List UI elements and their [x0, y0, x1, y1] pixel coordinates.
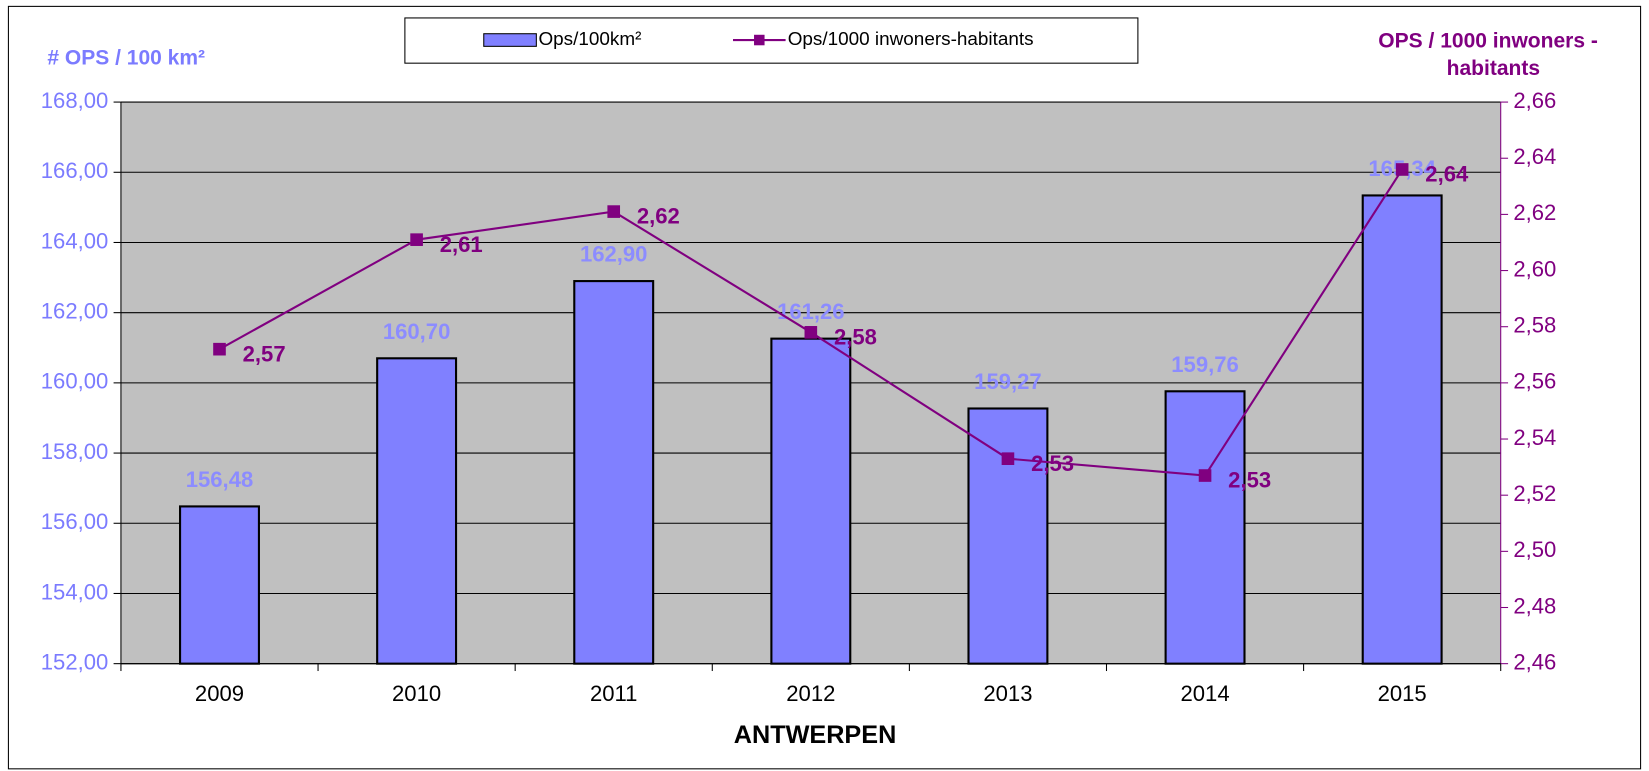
legend-label: Ops/100km²: [538, 29, 641, 50]
legend-marker: [754, 34, 765, 46]
x-axis-title: ANTWERPEN: [734, 721, 897, 749]
x-tick-label: 2010: [392, 681, 441, 706]
bar-value-label: 159,76: [1171, 352, 1239, 377]
line-value-label: 2,57: [243, 341, 286, 366]
bar-value-label: 159,27: [974, 369, 1042, 394]
y2-axis-title: habitants: [1447, 57, 1540, 80]
y2-tick-label: 2,64: [1513, 144, 1556, 169]
y2-tick-label: 2,50: [1513, 537, 1556, 562]
x-tick-label: 2014: [1180, 681, 1229, 706]
y2-tick-label: 2,48: [1513, 593, 1556, 618]
line-value-label: 2,62: [637, 204, 680, 229]
y-tick-label: 166,00: [41, 158, 109, 183]
y-tick-label: 160,00: [41, 369, 109, 394]
y2-tick-label: 2,62: [1513, 200, 1556, 225]
y-tick-label: 162,00: [41, 299, 109, 324]
legend-swatch: [483, 33, 537, 47]
bar-value-label: 156,48: [186, 467, 254, 492]
y2-axis-title: OPS / 1000 inwoners -: [1378, 30, 1598, 53]
bar-value-label: 161,26: [777, 299, 845, 324]
y-tick-label: 156,00: [41, 509, 109, 534]
line-marker: [607, 205, 621, 218]
bar: [179, 505, 260, 665]
line-marker: [804, 326, 818, 339]
line-marker: [213, 342, 226, 356]
y2-tick-label: 2,60: [1513, 256, 1556, 281]
y-tick-label: 154,00: [41, 579, 109, 604]
y2-tick-label: 2,52: [1513, 481, 1556, 506]
line-marker: [1395, 163, 1409, 176]
x-tick-label: 2013: [983, 681, 1032, 706]
bar: [967, 407, 1049, 665]
bar: [573, 280, 655, 665]
x-tick-label: 2009: [195, 681, 244, 706]
bar-value-label: 162,90: [580, 242, 648, 267]
y2-tick-label: 2,46: [1513, 649, 1556, 674]
x-tick-label: 2011: [590, 681, 637, 706]
y-axis-title: # OPS / 100 km²: [47, 47, 205, 70]
line-marker: [1198, 469, 1212, 482]
line-value-label: 2,53: [1228, 468, 1271, 493]
x-tick-label: 2015: [1378, 681, 1427, 706]
bar-value-label: 160,70: [383, 319, 451, 344]
line-marker: [1001, 452, 1015, 465]
y-tick-label: 164,00: [41, 228, 109, 253]
bar: [1361, 194, 1443, 665]
line-value-label: 2,61: [440, 232, 483, 257]
y-tick-label: 168,00: [41, 88, 109, 113]
y2-tick-label: 2,58: [1513, 313, 1556, 338]
bar: [376, 357, 458, 665]
legend-label: Ops/1000 inwoners-habitants: [788, 29, 1034, 50]
y2-tick-label: 2,56: [1513, 369, 1556, 394]
line-value-label: 2,58: [834, 324, 877, 349]
y2-tick-label: 2,54: [1513, 425, 1556, 450]
y-tick-label: 152,00: [41, 649, 109, 674]
line-value-label: 2,53: [1031, 451, 1074, 476]
bar: [770, 337, 852, 665]
line-marker: [410, 233, 423, 246]
x-tick-label: 2012: [786, 681, 835, 706]
y2-tick-label: 2,66: [1513, 88, 1556, 113]
line-value-label: 2,64: [1425, 162, 1469, 187]
y-tick-label: 158,00: [41, 439, 109, 464]
bar: [1164, 390, 1246, 665]
